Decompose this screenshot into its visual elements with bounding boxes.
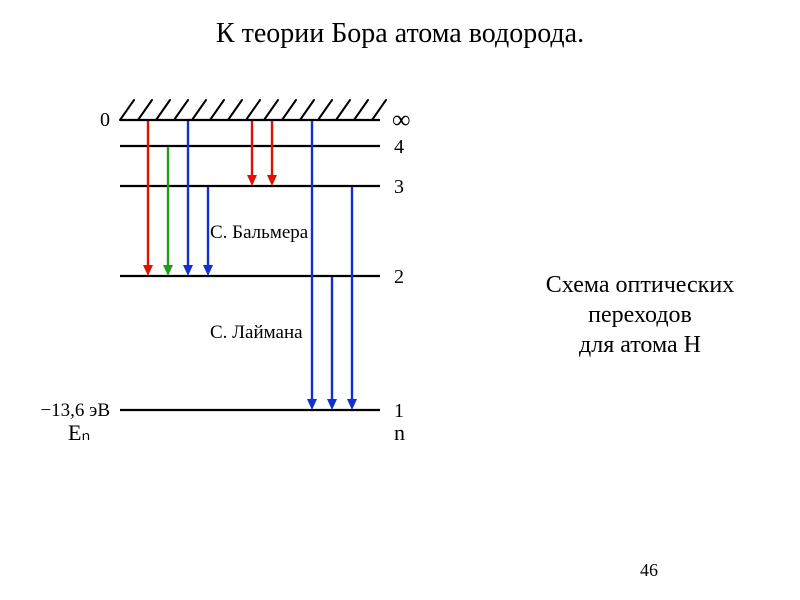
arrow-head-icon xyxy=(347,399,357,410)
caption-line: Схема оптических xyxy=(510,270,770,300)
level-right-label: 1 xyxy=(394,400,404,422)
page-number: 46 xyxy=(640,560,658,581)
arrow-head-icon xyxy=(247,175,257,186)
diagram-caption: Схема оптическихпереходовдля атома H xyxy=(510,270,770,360)
series-label: С. Бальмера xyxy=(210,222,309,243)
arrow-head-icon xyxy=(327,399,337,410)
infinity-symbol: ∞ xyxy=(392,105,411,134)
page-title: К теории Бора атома водорода. xyxy=(0,18,800,50)
level-right-label: 4 xyxy=(394,136,404,158)
arrow-head-icon xyxy=(183,265,193,276)
arrow-head-icon xyxy=(143,265,153,276)
level-left-label: 0 xyxy=(100,109,110,131)
energy-level-diagram: 0 ∞4 3 2 −13,6 эВ 1 Eₙ n С. Бальмера С. Лаймана xyxy=(40,90,480,460)
arrow-head-icon xyxy=(203,265,213,276)
arrow-head-icon xyxy=(267,175,277,186)
level-right-label: 2 xyxy=(394,266,404,288)
caption-line: переходов xyxy=(510,300,770,330)
level-right-label: 3 xyxy=(394,176,404,198)
axis-label-n: n xyxy=(394,420,405,445)
axis-label-energy: Eₙ xyxy=(68,420,90,445)
series-label: С. Лаймана xyxy=(210,322,303,343)
arrow-head-icon xyxy=(163,265,173,276)
caption-line: для атома H xyxy=(510,330,770,360)
level-left-label: −13,6 эВ xyxy=(40,400,110,421)
arrow-head-icon xyxy=(307,399,317,410)
